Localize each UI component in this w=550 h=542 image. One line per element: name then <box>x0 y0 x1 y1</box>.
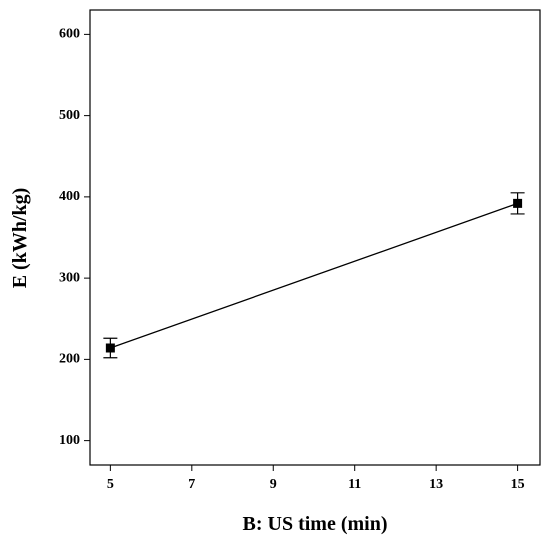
x-tick-label: 11 <box>348 477 361 492</box>
x-axis-label: B: US time (min) <box>243 513 388 535</box>
x-tick-label: 15 <box>511 477 525 492</box>
y-tick-label: 500 <box>59 108 80 123</box>
x-tick-label: 5 <box>107 477 114 492</box>
y-tick-label: 400 <box>59 189 80 204</box>
y-axis-label: E (kWh/kg) <box>9 188 31 289</box>
y-tick-label: 200 <box>59 352 80 367</box>
plot-frame <box>89 9 541 466</box>
y-tick-label: 300 <box>59 270 80 285</box>
marker <box>105 343 115 353</box>
marker <box>513 198 523 208</box>
x-tick-label: 13 <box>429 477 443 492</box>
y-tick-label: 600 <box>59 27 80 42</box>
x-tick-label: 9 <box>270 477 277 492</box>
x-tick-label: 7 <box>188 477 195 492</box>
line <box>110 202 518 349</box>
y-tick-label: 100 <box>59 433 80 448</box>
